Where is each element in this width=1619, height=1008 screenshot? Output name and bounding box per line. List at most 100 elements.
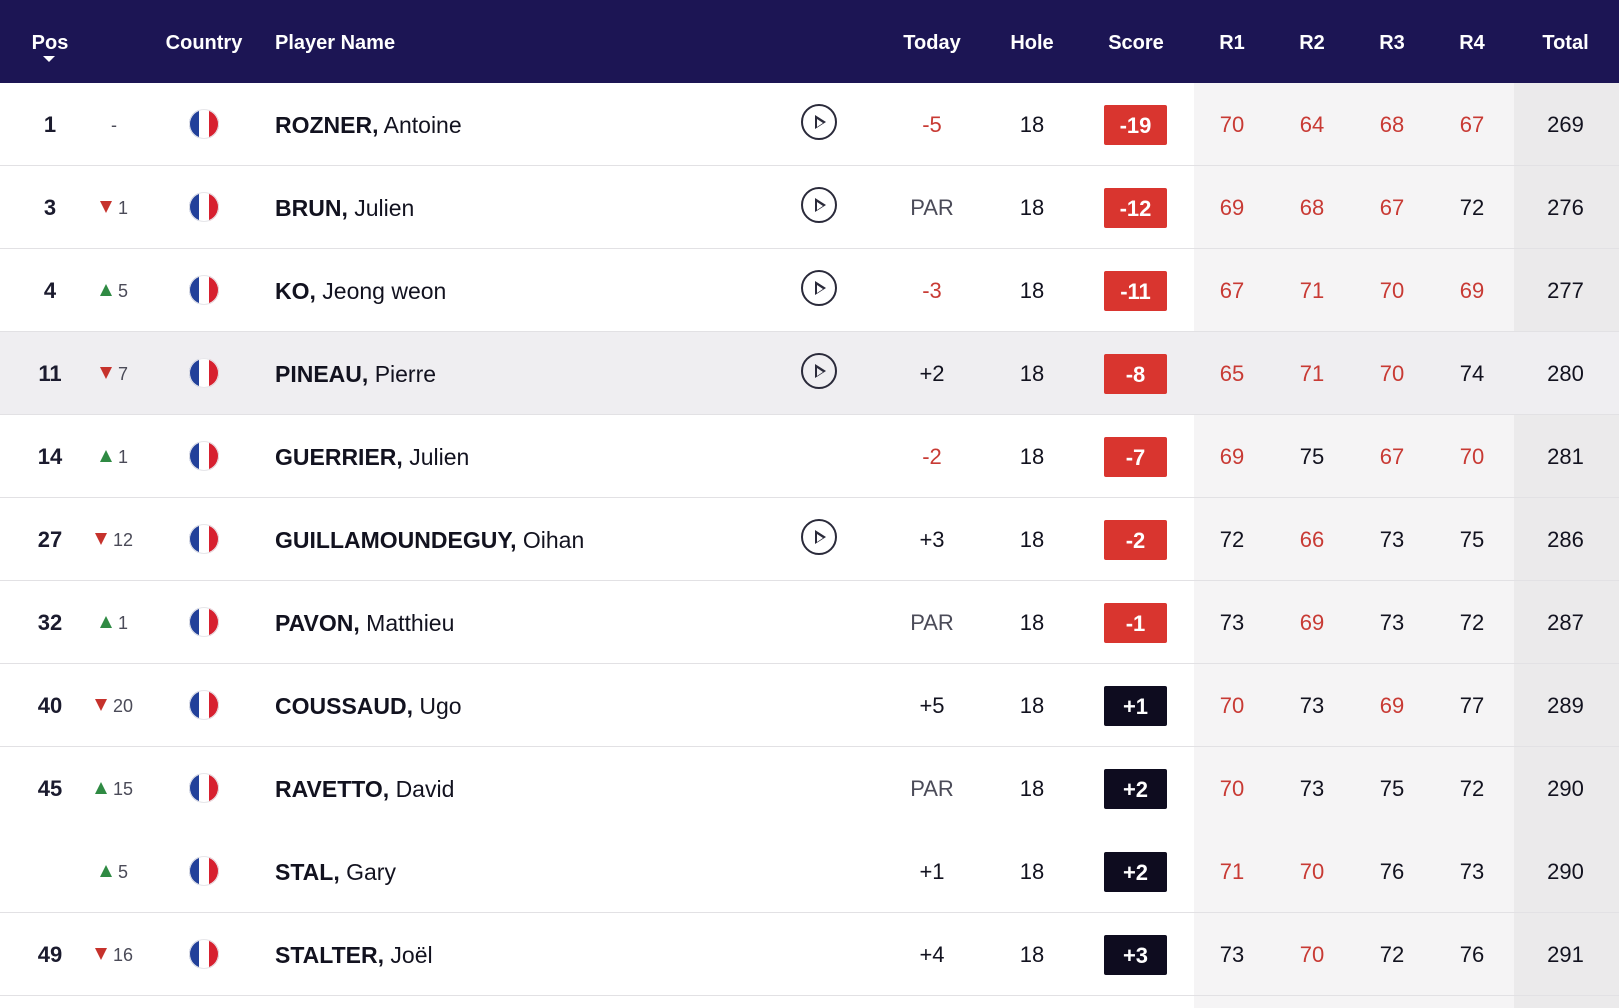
round-score-r4: 67 (1459, 112, 1485, 137)
france-flag-icon (189, 939, 219, 969)
position-movement: 1 (84, 415, 144, 498)
round-score-r1: 70 (1219, 112, 1245, 137)
player-row[interactable]: 32 1 PAVON, Matthieu PAR 18 -1 73 69 73 72 287 (0, 581, 1619, 664)
player-row[interactable]: 40 20 COUSSAUD, Ugo +5 18 +1 70 73 69 77 289 (0, 664, 1619, 747)
player-first-name: Ugo (419, 693, 462, 719)
play-video-icon[interactable] (801, 270, 837, 306)
player-row[interactable]: 5 STAL, Gary +1 18 +2 71 70 76 73 290 (0, 830, 1619, 913)
hole-number: 18 (1019, 112, 1045, 137)
player-name-link[interactable]: ROZNER, Antoine (275, 83, 462, 166)
round-score-r3: 67 (1379, 444, 1405, 469)
movement-value: 5 (117, 862, 128, 882)
total-strokes: 280 (1547, 361, 1584, 386)
round-score-r3: 72 (1379, 942, 1405, 967)
player-first-name: Pierre (374, 361, 437, 387)
arrow-down-icon (99, 201, 112, 213)
column-header-total[interactable]: Total (1542, 32, 1589, 54)
player-row[interactable]: 4 5 KO, Jeong weon -3 18 -11 67 71 70 69 277 (0, 249, 1619, 332)
total-strokes: 281 (1547, 444, 1584, 469)
column-header-r4[interactable]: R4 (1459, 32, 1485, 54)
play-video-icon[interactable] (801, 353, 837, 389)
france-flag-icon (189, 856, 219, 886)
round-score-r2: 70 (1299, 859, 1325, 884)
hole-number: 18 (1019, 942, 1045, 967)
round-score-r1: 67 (1219, 278, 1245, 303)
column-header-country[interactable]: Country (165, 32, 243, 54)
column-header-today[interactable]: Today (903, 32, 961, 54)
player-last-name: PINEAU, (275, 361, 369, 387)
round-score-r2: 64 (1299, 112, 1325, 137)
player-name-link[interactable]: GUERRIER, Julien (275, 415, 469, 498)
player-row[interactable]: 3 1 BRUN, Julien PAR 18 -12 69 68 67 72 276 (0, 166, 1619, 249)
hole-number: 18 (1019, 859, 1045, 884)
france-flag-icon (189, 358, 219, 388)
position (20, 830, 80, 913)
today-score: PAR (910, 195, 954, 220)
round-score-r1: 65 (1219, 361, 1245, 386)
arrow-down-icon (94, 948, 107, 960)
player-name-link[interactable]: KO, Jeong weon (275, 249, 446, 332)
position: 40 (37, 693, 63, 718)
total-score-badge: -8 (1104, 354, 1167, 394)
column-header-r2[interactable]: R2 (1299, 32, 1325, 54)
france-flag-icon (189, 109, 219, 139)
total-strokes: 290 (1547, 859, 1584, 884)
arrow-down-icon (94, 699, 107, 711)
sort-descending-icon[interactable] (43, 56, 55, 62)
movement-value: 15 (112, 779, 134, 799)
total-score-badge: -19 (1104, 105, 1167, 145)
player-last-name: BRUN, (275, 195, 348, 221)
column-header-player-name[interactable]: Player Name (275, 32, 396, 54)
arrow-up-icon (99, 616, 112, 628)
today-score: PAR (910, 610, 954, 635)
player-name-link[interactable]: BRUN, Julien (275, 166, 414, 249)
player-last-name: STALTER, (275, 942, 385, 968)
player-row[interactable]: 14 1 GUERRIER, Julien -2 18 -7 69 75 67 70 281 (0, 415, 1619, 498)
round-score-r1: 73 (1219, 610, 1245, 635)
arrow-up-icon (94, 782, 107, 794)
column-header-score[interactable]: Score (1108, 32, 1164, 54)
total-strokes: 276 (1547, 195, 1584, 220)
player-name-link[interactable]: RAVETTO, David (275, 747, 454, 830)
france-flag-icon (189, 192, 219, 222)
movement-value: 5 (117, 281, 128, 301)
player-name-link[interactable]: COUSSAUD, Ugo (275, 664, 462, 747)
movement-value: - (111, 115, 117, 135)
player-name-link[interactable]: STAL, Gary (275, 830, 396, 913)
play-video-icon[interactable] (801, 104, 837, 140)
play-video-icon[interactable] (801, 187, 837, 223)
player-row[interactable]: 27 12 GUILLAMOUNDEGUY, Oihan +3 18 -2 72 66 73 75… (0, 498, 1619, 581)
france-flag-icon (189, 690, 219, 720)
round-score-r3: 73 (1379, 610, 1405, 635)
round-score-r4: 76 (1459, 942, 1485, 967)
column-header-pos[interactable]: Pos (20, 0, 80, 83)
total-strokes: 290 (1547, 776, 1584, 801)
player-row[interactable]: 45 15 RAVETTO, David PAR 18 +2 70 73 75 72 290 (0, 747, 1619, 830)
column-header-r3[interactable]: R3 (1379, 32, 1405, 54)
leaderboard-header: Pos Country Player Name Today Hole Score… (0, 0, 1619, 83)
position: 1 (43, 112, 57, 137)
round-score-r1: 70 (1219, 776, 1245, 801)
total-strokes: 269 (1547, 112, 1584, 137)
player-row[interactable]: 1 - ROZNER, Antoine -5 18 -19 70 64 68 67 269 (0, 83, 1619, 166)
player-name-link[interactable]: STALTER, Joël (275, 913, 433, 996)
round-score-r2: 66 (1299, 527, 1325, 552)
france-flag-icon (189, 441, 219, 471)
position: 14 (37, 444, 63, 469)
position: 49 (37, 942, 63, 967)
player-row[interactable]: 11 7 PINEAU, Pierre +2 18 -8 65 71 70 74 280 (0, 332, 1619, 415)
player-name-link[interactable]: GUILLAMOUNDEGUY, Oihan (275, 498, 584, 581)
france-flag-icon (189, 773, 219, 803)
column-header-r1[interactable]: R1 (1219, 32, 1245, 54)
round-score-r1: 71 (1219, 859, 1245, 884)
player-last-name: COUSSAUD, (275, 693, 414, 719)
player-row[interactable]: 49 16 STALTER, Joël +4 18 +3 73 70 72 76 291 (0, 913, 1619, 996)
round-score-r4: 74 (1459, 361, 1485, 386)
play-video-icon[interactable] (801, 519, 837, 555)
total-strokes: 287 (1547, 610, 1584, 635)
player-name-link[interactable]: PAVON, Matthieu (275, 581, 454, 664)
column-header-hole[interactable]: Hole (1010, 32, 1054, 54)
player-name-link[interactable]: PINEAU, Pierre (275, 332, 436, 415)
position-movement: - (84, 83, 144, 166)
today-score: +5 (919, 693, 945, 718)
